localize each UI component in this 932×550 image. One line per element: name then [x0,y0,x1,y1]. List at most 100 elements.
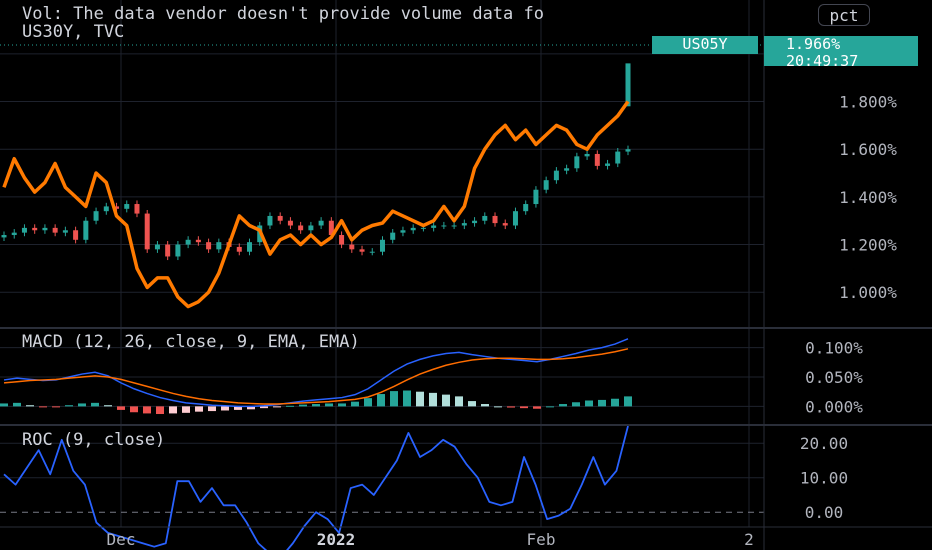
candle-body [195,239,201,243]
macd-pane[interactable] [0,338,632,415]
candle-body [625,63,631,107]
candle-body [21,227,27,233]
macd-histogram-bar [91,402,99,407]
candle-body [339,235,345,245]
candle-body [134,204,140,214]
macd-histogram-bar [598,399,606,407]
candle-body [533,189,539,205]
macd-histogram-bar [533,406,541,409]
macd-histogram-bar [104,405,112,407]
candle-body [543,180,549,190]
y-tick-label: 1.000% [839,283,897,302]
y-tick-label: 10.00 [800,469,848,488]
candle-body [73,230,79,240]
macd-histogram-bar [130,406,138,413]
candle-body [584,153,590,157]
macd-histogram-bar [507,406,515,408]
macd-histogram-bar [78,403,86,407]
y-tick-label: 0.100% [805,339,863,358]
roc-pane[interactable] [3,425,629,550]
volume-notice: Vol: The data vendor doesn't provide vol… [22,4,544,24]
candle-body [11,232,17,236]
candle-body [379,239,385,252]
roc-label[interactable]: ROC (9, close) [22,430,166,450]
macd-histogram-bar [429,392,437,407]
macd-histogram-bar [377,394,385,407]
macd-histogram-bar [156,406,164,415]
candle-body [287,220,293,226]
candle-body [461,223,467,226]
candle-body [523,204,529,212]
macd-histogram-bar [0,403,8,407]
macd-histogram-bar [520,406,528,409]
candle-body [247,242,253,252]
scale-mode-label: pct [829,6,859,25]
candle-body [216,242,222,250]
macd-histogram-bar [13,402,21,407]
candle-body [625,149,631,152]
candle-body [154,244,160,250]
roc-line [3,425,629,550]
candle-body [42,227,48,231]
macd-histogram-bar [585,400,593,407]
macd-label[interactable]: MACD (12, 26, close, 9, EMA, EMA) [22,332,360,352]
candle-body [594,153,600,166]
candle-body [553,170,559,181]
macd-histogram-bar [624,396,632,407]
candle-body [441,225,447,227]
candle-body [103,206,109,212]
candle-body [605,163,611,166]
macd-histogram-bar [455,396,463,407]
candle-body [451,225,457,227]
macd-histogram-bar [208,406,216,412]
candle-body [420,227,426,229]
candle-body [472,220,478,224]
main-pane[interactable] [0,44,764,309]
candle-body [400,230,406,233]
candle-body [32,227,38,231]
symbol-line[interactable]: US30Y, TVC [22,22,125,42]
macd-histogram-bar [143,406,151,414]
candle-body [52,227,58,233]
candle-body [482,215,488,221]
y-tick-label: 0.050% [805,368,863,387]
macd-histogram-bar [39,406,47,408]
candle-body [114,206,120,209]
candle-body [410,227,416,231]
x-tick-label: Feb [527,530,556,549]
macd-line [3,338,629,408]
last-price-value: 1.966% [786,35,841,53]
candle-body [512,211,518,226]
candle-body [175,244,181,257]
x-tick-label: Dec [107,530,136,549]
y-tick-label: 0.000% [805,397,863,416]
bar-countdown: 20:49:37 [786,52,859,70]
candle-body [390,232,396,240]
macd-histogram-bar [221,406,229,411]
macd-histogram-bar [169,406,177,414]
last-price-tag: 1.966% 20:49:37 [764,35,918,70]
macd-histogram-bar [65,405,73,407]
signal-line [3,348,629,405]
macd-histogram-bar [273,406,281,408]
macd-histogram-bar [403,390,411,407]
compare-symbol-tag[interactable]: US05Y [652,36,758,54]
compare-symbol-label: US05Y [682,35,728,53]
macd-histogram-bar [390,391,398,407]
macd-histogram-bar [234,406,242,410]
candle-body [431,225,437,228]
scale-mode-button[interactable]: pct [818,4,870,26]
candle-body [93,211,99,221]
macd-histogram-bar [351,401,359,407]
candle-body [165,244,171,257]
candle-body [615,151,621,164]
macd-histogram-bar [52,406,60,408]
candle-body [144,213,150,250]
macd-histogram-bar [572,402,580,407]
macd-histogram-bar [182,406,190,413]
candle-body [359,249,365,252]
macd-histogram-bar [312,404,320,407]
candle-body [298,225,304,231]
candle-body [308,225,314,231]
y-tick-label: 1.400% [839,188,897,207]
